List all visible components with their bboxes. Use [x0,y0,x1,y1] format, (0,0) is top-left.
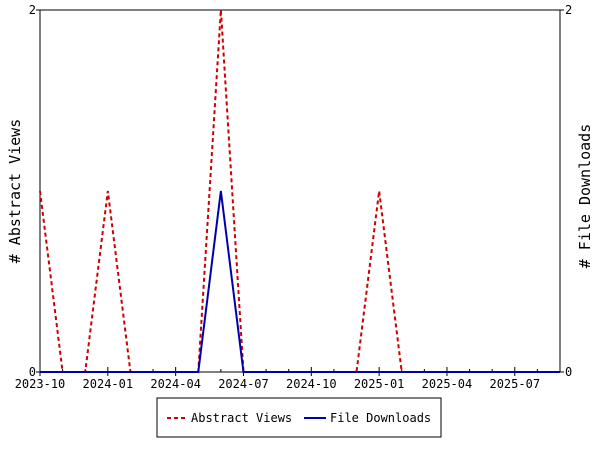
y-axis-left-ticks: 02 [29,3,40,379]
plot-frame [39,9,561,373]
data-point-file-downloads [514,372,515,373]
data-point-file-downloads [175,372,176,373]
series-layer [39,9,560,373]
y-axis-right-title: # File Downloads [576,124,594,269]
data-point-file-downloads [424,372,425,373]
data-point-file-downloads [288,372,289,373]
data-point-file-downloads [492,372,493,373]
data-point-file-downloads [62,372,63,373]
data-point-file-downloads [379,372,380,373]
y-left-tick-label: 0 [29,365,36,379]
data-point-abstract-views [220,10,221,11]
y-left-tick-label: 2 [29,3,36,17]
x-tick-label: 2024-01 [83,377,134,391]
data-point-file-downloads [220,191,221,192]
data-point-file-downloads [243,372,244,373]
data-point-file-downloads [85,372,86,373]
data-point-file-downloads [537,372,538,373]
axes [39,9,561,373]
data-point-file-downloads [130,372,131,373]
x-tick-label: 2023-10 [15,377,66,391]
x-tick-label: 2025-07 [489,377,540,391]
data-point-file-downloads [311,372,312,373]
data-point-file-downloads [446,372,447,373]
x-axis-ticks: 2023-10 2024-01 2024-04 2024-07 2024-10 2025-… [15,367,561,391]
series-line-abstract-views [39,9,560,373]
data-point-file-downloads [401,372,402,373]
data-point-file-downloads [107,372,108,373]
x-tick-label: 2024-10 [286,377,337,391]
data-point-file-downloads [356,372,357,373]
y-axis-left-title: # Abstract Views [6,119,24,264]
series-line-file-downloads [40,190,560,373]
y-axis-right-ticks: 02 [560,3,572,379]
x-tick-label: 2024-04 [150,377,201,391]
legend-label-abstract-views: Abstract Views [191,411,292,425]
data-point-abstract-views [379,191,380,192]
y-right-tick-label: 2 [565,3,572,17]
data-point-file-downloads [333,372,334,373]
x-tick-label: 2025-04 [422,377,473,391]
data-point-file-downloads [198,372,199,373]
legend-label-file-downloads: File Downloads [330,411,431,425]
data-point-file-downloads [469,372,470,373]
data-point-abstract-views [40,191,41,192]
data-point-abstract-views [107,191,108,192]
legend: Abstract Views File Downloads [156,397,442,438]
x-tick-label: 2024-07 [218,377,269,391]
y-right-tick-label: 0 [565,365,572,379]
data-point-file-downloads [266,372,267,373]
legend-box [156,397,442,438]
data-point-file-downloads [153,372,154,373]
x-tick-label: 2025-01 [354,377,405,391]
